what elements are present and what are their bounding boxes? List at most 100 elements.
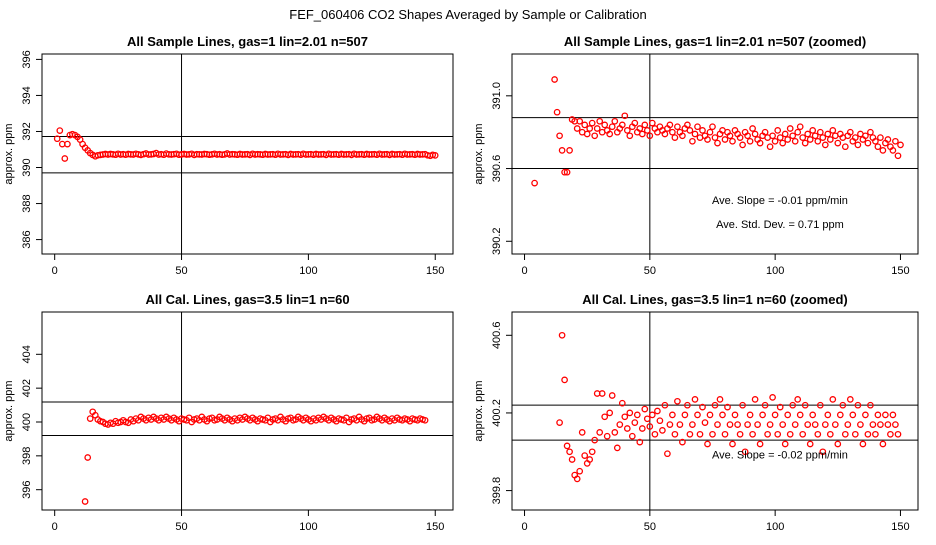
data-point xyxy=(704,136,711,143)
data-point xyxy=(776,134,784,141)
x-tick-label: 50 xyxy=(644,521,656,533)
data-point xyxy=(801,139,809,147)
data-point xyxy=(598,390,606,397)
data-point xyxy=(786,430,794,438)
data-point xyxy=(846,396,854,403)
data-point xyxy=(588,119,596,127)
data-point xyxy=(648,411,656,419)
data-point xyxy=(864,430,872,438)
data-point xyxy=(674,123,681,131)
data-point xyxy=(791,137,799,145)
y-tick-label: 386 xyxy=(21,230,33,248)
data-point xyxy=(86,415,94,422)
data-point xyxy=(814,137,822,145)
data-point xyxy=(656,417,664,425)
data-point xyxy=(804,421,812,428)
y-tick-label: 400 xyxy=(21,413,33,431)
data-point xyxy=(841,143,849,151)
data-point xyxy=(711,134,719,141)
data-point xyxy=(618,121,626,129)
data-point xyxy=(836,411,844,419)
data-point xyxy=(606,409,614,417)
data-point xyxy=(809,127,817,134)
data-point xyxy=(676,421,684,428)
data-point xyxy=(643,415,651,423)
data-point xyxy=(872,137,879,145)
data-point xyxy=(872,430,879,438)
data-point xyxy=(839,401,847,409)
plot-frame xyxy=(41,53,454,255)
data-point xyxy=(581,121,589,129)
x-tick-label: 100 xyxy=(766,521,784,533)
data-point xyxy=(799,430,807,438)
data-point xyxy=(596,117,604,125)
data-point xyxy=(887,430,894,438)
data-point xyxy=(701,419,709,426)
data-point xyxy=(736,134,744,141)
data-point xyxy=(709,123,716,131)
data-point xyxy=(573,125,581,132)
data-point xyxy=(864,139,872,147)
data-point xyxy=(739,141,746,149)
data-point xyxy=(691,396,699,403)
chart-title: All Sample Lines, gas=1 lin=2.01 n=507 (… xyxy=(564,34,866,49)
data-point xyxy=(631,419,639,426)
data-point xyxy=(706,411,714,419)
data-point xyxy=(671,430,679,438)
data-point xyxy=(561,168,568,176)
data-point xyxy=(729,137,736,145)
data-point xyxy=(854,141,862,149)
data-point xyxy=(877,421,884,428)
data-point xyxy=(769,394,776,401)
data-point xyxy=(844,421,852,428)
data-point xyxy=(573,475,581,483)
data-point xyxy=(651,430,659,438)
data-point xyxy=(754,421,761,428)
data-point xyxy=(879,147,887,154)
data-point xyxy=(618,399,626,407)
data-point xyxy=(679,438,686,446)
y-axis-label: approx. ppm xyxy=(3,123,15,184)
data-point xyxy=(741,448,749,456)
data-point xyxy=(638,130,646,138)
chart-panel-1: All Sample Lines, gas=1 lin=2.01 n=507 0 5… xyxy=(3,34,454,277)
data-point xyxy=(756,139,764,147)
data-point xyxy=(894,430,902,438)
data-point xyxy=(568,456,576,463)
data-point xyxy=(684,121,691,129)
data-point xyxy=(696,430,704,438)
data-point xyxy=(784,136,792,143)
data-point xyxy=(623,127,631,134)
data-point xyxy=(751,130,759,138)
chart-panel-2: All Sample Lines, gas=1 lin=2.01 n=507 (… xyxy=(473,34,919,277)
data-point xyxy=(889,147,897,154)
data-point xyxy=(756,440,764,448)
data-point xyxy=(591,132,599,140)
data-point xyxy=(831,421,839,428)
y-axis-label: approx. ppm xyxy=(473,123,485,184)
chart-annotation: Ave. Std. Dev. = 0.71 ppm xyxy=(716,219,844,231)
data-point xyxy=(669,128,676,136)
x-tick-label: 100 xyxy=(299,265,317,277)
data-point xyxy=(781,130,789,138)
data-point xyxy=(897,141,904,149)
data-point xyxy=(659,427,666,434)
data-point xyxy=(776,403,784,411)
x-tick-label: 100 xyxy=(299,521,317,533)
data-point xyxy=(794,128,802,136)
y-tick-label: 399.8 xyxy=(491,477,503,505)
data-point xyxy=(636,438,644,446)
data-point xyxy=(581,452,589,459)
data-point xyxy=(862,411,869,419)
data-point xyxy=(721,136,729,143)
x-tick-label: 0 xyxy=(52,521,58,533)
data-point xyxy=(744,132,751,140)
data-point xyxy=(811,132,819,140)
data-point xyxy=(654,407,661,415)
plot-frame xyxy=(41,311,454,511)
chart-title: All Sample Lines, gas=1 lin=2.01 n=507 xyxy=(127,34,368,49)
data-point xyxy=(588,448,596,456)
data-point xyxy=(674,397,681,405)
y-axis-label: approx. ppm xyxy=(473,380,485,441)
y-axis-label: approx. ppm xyxy=(3,380,15,441)
